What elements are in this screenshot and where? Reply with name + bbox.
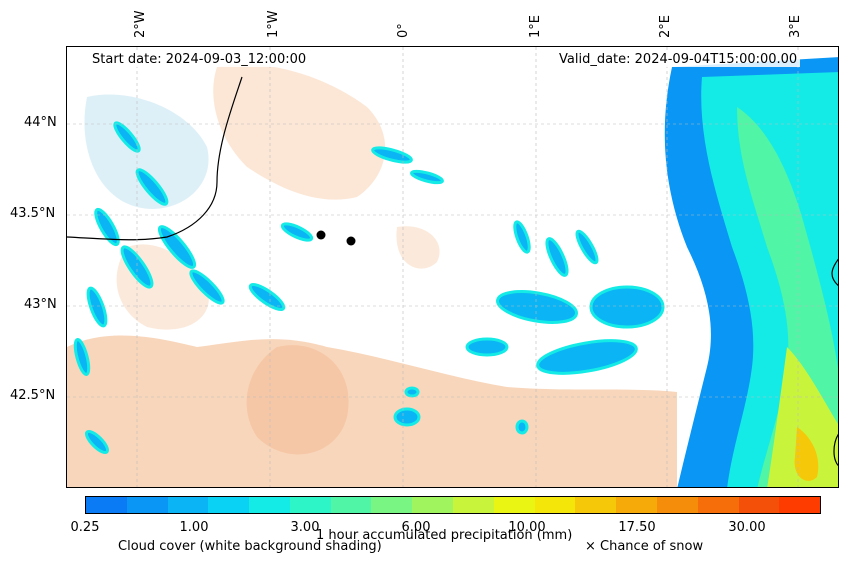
- colorbar-segment: [616, 497, 657, 513]
- lat-label: 44°N: [24, 115, 57, 130]
- cloud-cover-shading: [67, 64, 677, 487]
- colorbar-tick: 30.00: [728, 520, 766, 535]
- lon-label: 1°W: [266, 10, 281, 38]
- colorbar-segment: [289, 497, 331, 513]
- precipitation-streaks: [73, 121, 665, 455]
- colorbar-segment: [656, 497, 698, 513]
- valid-date-label: Valid_date: 2024-09-04T15:00:00.00: [556, 52, 801, 67]
- colorbar-segment: [208, 497, 250, 513]
- lon-label: 0°: [396, 23, 411, 38]
- gridlines: [67, 47, 838, 487]
- precipitation-map: [67, 47, 838, 487]
- lon-label: 2°E: [658, 15, 673, 38]
- coastline: [67, 76, 838, 466]
- colorbar-segment: [371, 497, 413, 513]
- colorbar-tick: 17.50: [618, 520, 656, 535]
- lat-label: 43.5°N: [10, 206, 56, 221]
- precipitation-band-east: [664, 57, 838, 487]
- city-marker: [346, 236, 356, 246]
- snow-chance-label: × Chance of snow: [585, 539, 704, 554]
- lat-label: 42.5°N: [10, 388, 56, 403]
- precipitation-colorbar: [85, 496, 821, 514]
- cloud-cover-label: Cloud cover (white background shading): [118, 539, 382, 554]
- colorbar-segment: [697, 497, 739, 513]
- colorbar-tick: 3.00: [290, 520, 320, 535]
- colorbar-segment: [86, 497, 127, 513]
- colorbar-segment: [126, 497, 168, 513]
- colorbar-segment: [167, 497, 209, 513]
- lon-label: 3°E: [788, 15, 803, 38]
- colorbar-label: 1 hour accumulated precipitation (mm): [316, 528, 573, 543]
- map-panel: [66, 46, 839, 488]
- lon-label: 1°E: [528, 15, 543, 38]
- colorbar-segment: [453, 497, 494, 513]
- city-markers: [316, 230, 356, 246]
- lon-label: 2°W: [133, 10, 148, 38]
- colorbar-segment: [412, 497, 454, 513]
- colorbar-tick: 10.00: [508, 520, 546, 535]
- colorbar-tick: 6.00: [401, 520, 431, 535]
- colorbar-segment: [779, 497, 821, 513]
- colorbar-segment: [249, 497, 290, 513]
- colorbar-segment: [493, 497, 535, 513]
- colorbar-segment: [534, 497, 576, 513]
- lat-label: 43°N: [24, 297, 57, 312]
- colorbar-segment: [738, 497, 780, 513]
- colorbar-tick: 1.00: [179, 520, 209, 535]
- start-date-label: Start date: 2024-09-03_12:00:00: [89, 52, 310, 67]
- colorbar-segment: [575, 497, 617, 513]
- city-marker: [316, 230, 326, 240]
- colorbar-tick: 0.25: [70, 520, 100, 535]
- colorbar-segment: [330, 497, 372, 513]
